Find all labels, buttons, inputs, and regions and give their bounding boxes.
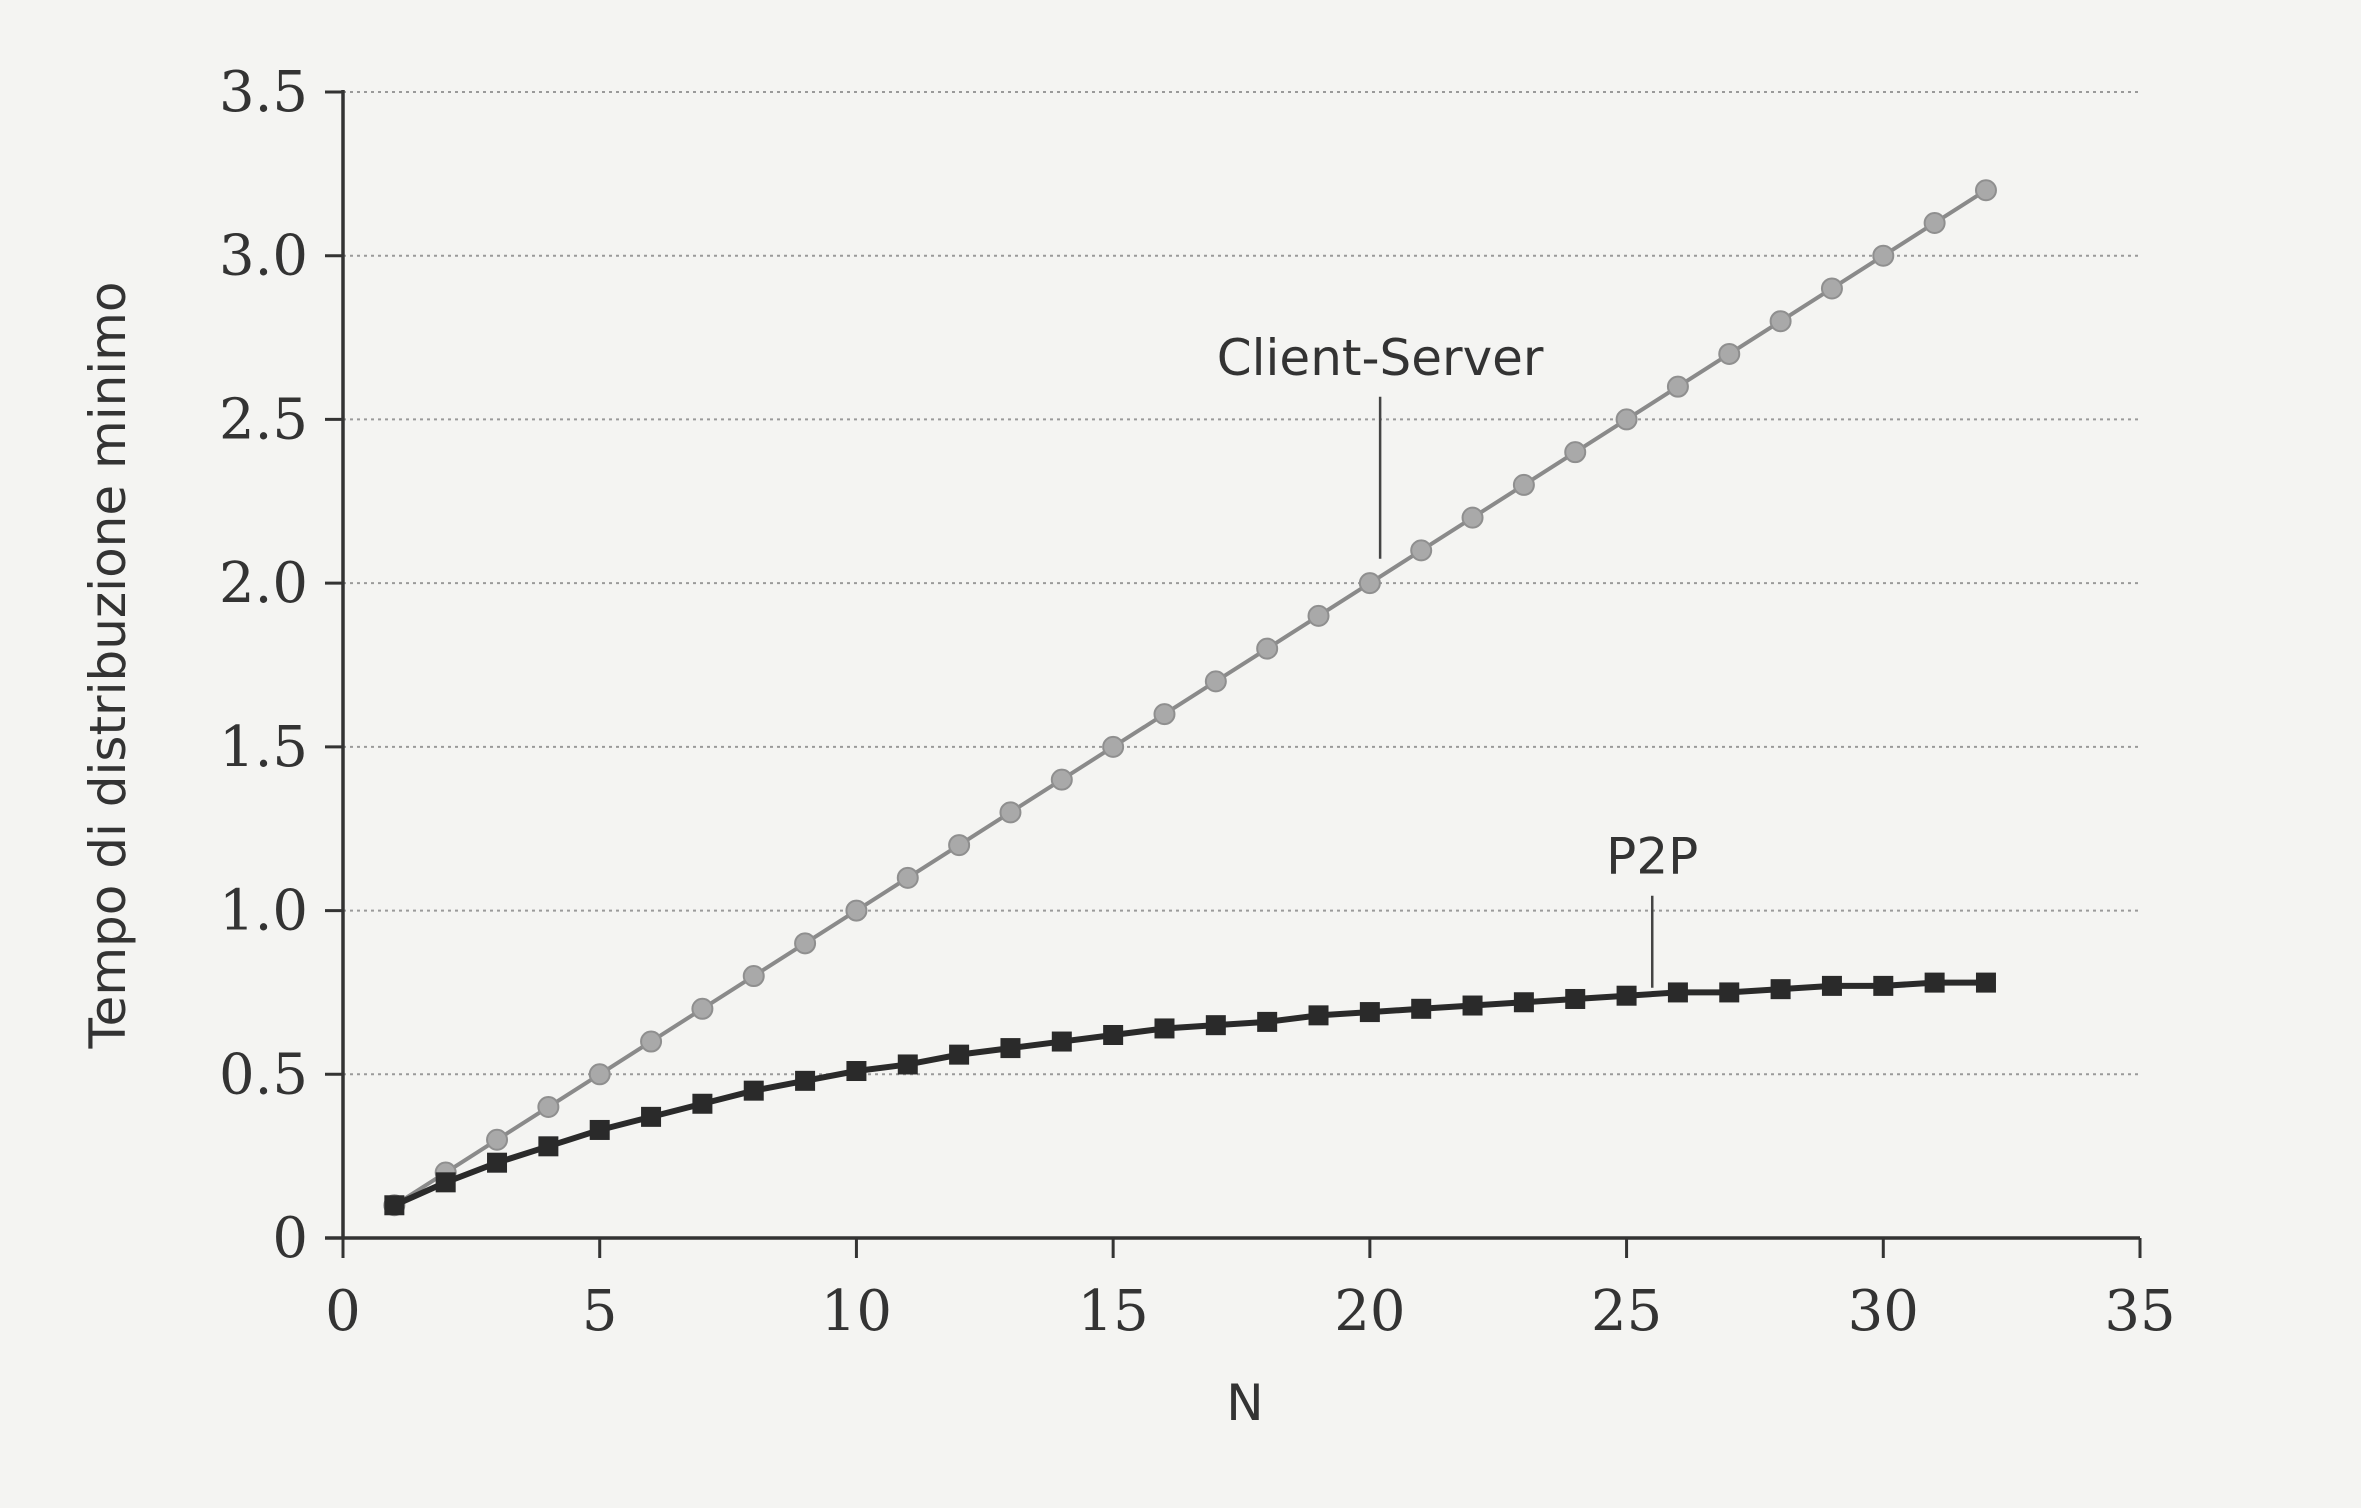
data-point-client-server-12 [999, 801, 1022, 824]
data-point-client-server-16 [1204, 670, 1227, 693]
data-point-client-server-5 [640, 1030, 663, 1053]
data-point-p2p-21 [1462, 995, 1483, 1016]
data-point-client-server-26 [1718, 342, 1741, 365]
data-point-p2p-18 [1308, 1005, 1329, 1026]
data-point-client-server-21 [1461, 506, 1484, 529]
data-point-p2p-23 [1565, 988, 1586, 1009]
data-point-p2p-12 [1000, 1038, 1021, 1059]
data-point-p2p-2 [487, 1152, 508, 1173]
data-point-client-server-7 [742, 965, 765, 988]
data-point-p2p-17 [1257, 1011, 1278, 1032]
data-point-client-server-29 [1872, 244, 1895, 267]
data-point-p2p-22 [1513, 992, 1534, 1013]
data-point-client-server-30 [1923, 211, 1946, 234]
x-axis-title: N [1226, 1374, 1263, 1432]
data-point-client-server-22 [1512, 473, 1535, 496]
data-point-client-server-13 [1050, 768, 1073, 791]
data-point-client-server-14 [1102, 735, 1125, 758]
data-point-client-server-9 [845, 899, 868, 922]
data-point-p2p-19 [1359, 1002, 1380, 1023]
x-tick-label-2: 10 [821, 1279, 892, 1344]
data-point-p2p-3 [538, 1136, 559, 1157]
x-tick-label-1: 5 [582, 1279, 618, 1344]
data-point-p2p-15 [1154, 1018, 1175, 1039]
data-point-p2p-1 [435, 1172, 456, 1193]
annotation-label-p2p: P2P [1606, 828, 1698, 886]
data-point-p2p-20 [1411, 998, 1432, 1019]
data-point-p2p-11 [949, 1044, 970, 1065]
data-point-p2p-14 [1103, 1024, 1124, 1045]
series-client-server [383, 179, 1997, 1217]
data-point-client-server-2 [486, 1128, 509, 1151]
data-point-p2p-16 [1205, 1015, 1226, 1036]
data-point-p2p-0 [384, 1195, 405, 1216]
x-tick-label-6: 30 [1848, 1279, 1919, 1344]
series-line-p2p [393, 979, 1986, 1208]
axes: 0 0.5 1.0 1.5 2.0 2.5 3.0 3.5 0 5 10 15 20 25 30 35 [219, 60, 2176, 1344]
data-point-client-server-6 [691, 997, 714, 1020]
y-tick-label-0: 0 [272, 1206, 308, 1271]
data-point-p2p-8 [795, 1070, 816, 1091]
data-point-p2p-24 [1616, 985, 1637, 1006]
y-tick-label-7: 3.5 [219, 60, 308, 125]
data-point-p2p-5 [641, 1106, 662, 1127]
data-point-p2p-28 [1821, 975, 1842, 996]
data-point-p2p-27 [1770, 979, 1791, 1000]
y-tick-label-1: 0.5 [219, 1042, 308, 1107]
data-point-client-server-31 [1974, 179, 1997, 202]
data-point-p2p-6 [692, 1093, 713, 1114]
data-point-client-server-23 [1564, 441, 1587, 464]
data-point-client-server-20 [1410, 539, 1433, 562]
data-point-client-server-24 [1615, 408, 1638, 431]
data-point-client-server-17 [1256, 637, 1279, 660]
data-point-client-server-25 [1666, 375, 1689, 398]
series-line-client-server [393, 188, 1988, 1207]
data-point-p2p-29 [1873, 975, 1894, 996]
y-tick-label-2: 1.0 [219, 879, 308, 944]
data-point-client-server-8 [794, 932, 817, 955]
y-tick-label-4: 2.0 [219, 551, 308, 616]
grid-lines [343, 91, 2140, 1076]
data-point-p2p-9 [846, 1061, 867, 1082]
data-point-client-server-19 [1358, 572, 1381, 595]
data-point-client-server-11 [948, 834, 971, 857]
data-point-client-server-10 [896, 866, 919, 889]
x-tick-label-4: 20 [1334, 1279, 1405, 1344]
data-point-p2p-26 [1719, 982, 1740, 1003]
data-point-client-server-18 [1307, 604, 1330, 627]
x-tick-label-5: 25 [1591, 1279, 1662, 1344]
annotation-label-client-server: Client-Server [1217, 329, 1544, 387]
data-point-p2p-25 [1667, 982, 1688, 1003]
y-tick-label-6: 3.0 [219, 224, 308, 289]
data-point-p2p-30 [1924, 972, 1945, 993]
data-point-p2p-4 [589, 1119, 610, 1140]
data-point-p2p-7 [743, 1080, 764, 1101]
x-tick-label-0: 0 [325, 1279, 361, 1344]
data-point-client-server-4 [588, 1063, 611, 1086]
data-point-client-server-15 [1153, 703, 1176, 726]
x-tick-label-3: 15 [1078, 1279, 1149, 1344]
data-point-p2p-13 [1051, 1031, 1072, 1052]
x-tick-label-7: 35 [2104, 1279, 2175, 1344]
data-point-client-server-28 [1820, 277, 1843, 300]
y-axis-title: Tempo di distribuzione minimo [79, 282, 137, 1050]
data-point-p2p-10 [897, 1054, 918, 1075]
data-point-client-server-3 [537, 1096, 560, 1119]
data-point-client-server-27 [1769, 310, 1792, 333]
y-tick-label-3: 1.5 [219, 715, 308, 780]
annotations: Client-Server P2P [1217, 329, 1698, 988]
series-p2p [384, 972, 1996, 1216]
data-point-p2p-31 [1975, 972, 1996, 993]
series-group [383, 179, 1997, 1217]
y-tick-label-5: 2.5 [219, 387, 308, 452]
